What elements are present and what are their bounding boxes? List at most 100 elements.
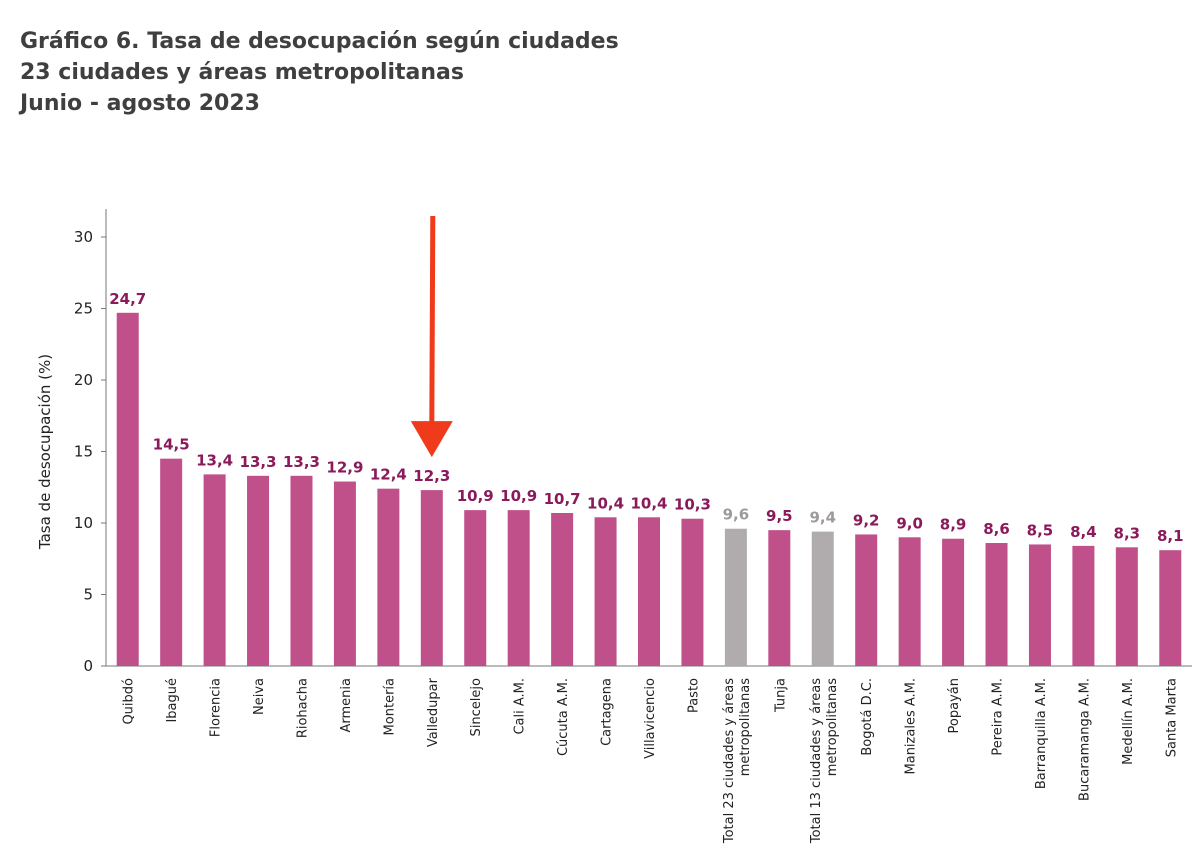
category-label: Quibdó <box>122 678 137 725</box>
category-label: Barranquilla A.M. <box>1034 678 1049 789</box>
bar-city <box>464 510 487 666</box>
category-label-line: Pasto <box>686 678 701 713</box>
data-label: 12,3 <box>413 467 450 485</box>
arrow-head <box>410 421 453 458</box>
chart-bars <box>116 312 1182 666</box>
bar-city <box>290 475 313 666</box>
category-label: Villavicencio <box>643 678 658 759</box>
category-label: Riohacha <box>295 678 310 738</box>
bar-city <box>551 512 574 666</box>
category-label: Armenia <box>339 678 354 733</box>
bar-city <box>507 510 530 666</box>
category-label: Popayán <box>947 678 962 733</box>
data-label: 9,2 <box>853 511 880 529</box>
data-label: 8,4 <box>1070 523 1097 541</box>
category-label: Cartagena <box>600 678 615 746</box>
highlight-arrow <box>410 215 453 458</box>
data-label: 14,5 <box>153 436 190 454</box>
bar-city <box>203 474 226 666</box>
category-label-line: metropolitanas <box>738 678 753 776</box>
chart-title: Gráfico 6. Tasa de desocupación según ci… <box>20 26 619 119</box>
data-label: 10,7 <box>544 490 581 508</box>
category-label: Manizales A.M. <box>904 678 919 774</box>
y-tick-label: 30 <box>74 228 93 246</box>
y-tick-label: 15 <box>74 443 93 461</box>
chart-data-labels: 24,7 14,5 13,4 13,3 13,3 12,9 12,4 12,3 10,9 10,9… <box>109 290 1183 545</box>
data-label: 8,9 <box>940 516 967 534</box>
bar-city <box>1159 550 1182 666</box>
category-label-line: metropolitanas <box>825 678 840 776</box>
category-label-line: Pereira A.M. <box>991 678 1006 756</box>
category-label-line: Florencia <box>209 678 224 737</box>
y-tick-label: 5 <box>83 586 93 604</box>
category-label-line: Neiva <box>252 678 267 715</box>
category-label: Cali A.M. <box>513 678 528 735</box>
chart-category-labels: Quibdó Ibagué Florencia Neiva Riohacha Armeni… <box>122 677 1180 844</box>
bar-city <box>768 530 791 666</box>
data-label: 8,6 <box>983 520 1010 538</box>
category-label-line: Armenia <box>339 678 354 733</box>
category-label-line: Cali A.M. <box>513 678 528 735</box>
category-label-line: Ibagué <box>165 678 180 723</box>
y-tick-label: 10 <box>74 514 93 532</box>
y-tick-label: 0 <box>83 657 93 675</box>
category-label-line: Sincelejo <box>469 678 484 736</box>
category-label: Santa Marta <box>1164 678 1179 757</box>
data-label: 9,4 <box>809 509 836 527</box>
bar-city <box>1072 545 1095 666</box>
data-label: 24,7 <box>109 290 146 308</box>
category-label-line: Montería <box>382 678 397 735</box>
category-label: Sincelejo <box>469 678 484 736</box>
category-label-line: Quibdó <box>122 678 137 725</box>
bar-city <box>160 458 183 666</box>
category-label-line: Bucaramanga A.M. <box>1077 678 1092 801</box>
chart-axes: 0 5 10 15 20 25 30 Tasa de desocupación (%) <box>36 209 1192 675</box>
category-label-line: Barranquilla A.M. <box>1034 678 1049 789</box>
bar-city <box>942 538 965 666</box>
bar-city <box>638 517 660 666</box>
bar-city <box>898 537 921 666</box>
category-label: Pasto <box>686 678 701 713</box>
category-label: Bucaramanga A.M. <box>1077 678 1092 801</box>
category-label-line: Cúcuta A.M. <box>556 678 571 756</box>
data-label: 12,4 <box>370 466 407 484</box>
category-label-line: Santa Marta <box>1164 678 1179 757</box>
data-label: 12,9 <box>326 459 363 477</box>
data-label: 13,4 <box>196 451 233 469</box>
category-label: Florencia <box>209 678 224 737</box>
bar-city <box>377 488 400 666</box>
data-label: 8,5 <box>1027 521 1054 539</box>
bar-city <box>681 518 704 666</box>
category-label-line: Cartagena <box>600 678 615 746</box>
category-label-line: Popayán <box>947 678 962 733</box>
category-label: Neiva <box>252 678 267 715</box>
data-label: 10,9 <box>457 487 494 505</box>
category-label: Cúcuta A.M. <box>556 678 571 756</box>
data-label: 8,3 <box>1114 524 1141 542</box>
data-label: 10,9 <box>500 487 537 505</box>
data-label: 10,4 <box>587 494 624 512</box>
y-axis-title: Tasa de desocupación (%) <box>36 354 54 550</box>
bar-city <box>1028 544 1051 666</box>
category-label: Tunja <box>773 678 788 713</box>
category-label-line: Manizales A.M. <box>904 678 919 774</box>
data-label: 13,3 <box>240 453 277 471</box>
category-label-line: Bogotá D.C. <box>860 678 875 756</box>
arrow-shaft <box>429 215 436 426</box>
category-label-line: Medellín A.M. <box>1121 678 1136 765</box>
category-label: Valledupar <box>426 677 441 747</box>
y-tick-label: 20 <box>74 371 93 389</box>
category-label-line: Valledupar <box>426 677 441 747</box>
category-label-line: Total 23 ciudades y áreas <box>722 678 737 844</box>
category-label: Total 23 ciudades y áreas metropolitanas <box>722 678 753 844</box>
category-label: Pereira A.M. <box>991 678 1006 756</box>
data-label: 9,5 <box>766 507 793 525</box>
title-line-3: Junio - agosto 2023 <box>20 91 260 116</box>
category-label: Montería <box>382 678 397 735</box>
data-label: 10,4 <box>630 494 667 512</box>
bar-total <box>811 531 834 666</box>
category-label: Total 13 ciudades y áreas metropolitanas <box>809 678 840 844</box>
category-label-line: Riohacha <box>295 678 310 738</box>
bar-city <box>985 543 1008 666</box>
